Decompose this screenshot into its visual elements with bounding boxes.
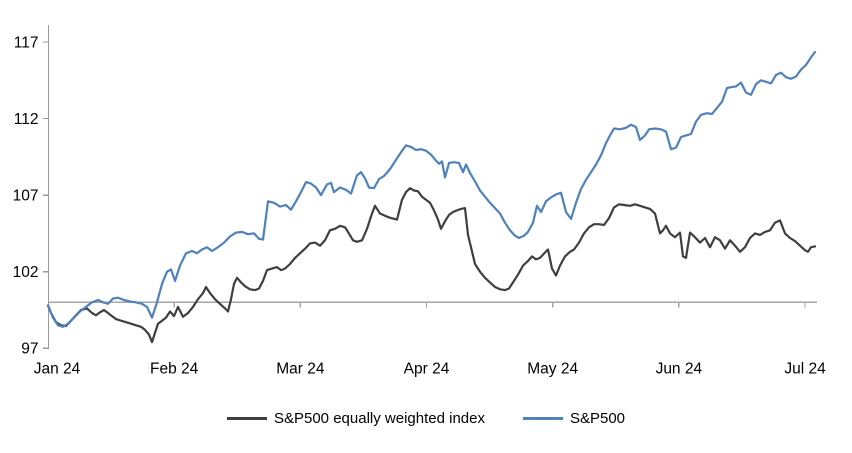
legend: S&P500 equally weighted index S&P500	[0, 410, 852, 427]
x-axis-tick-label: Apr 24	[404, 361, 450, 378]
y-axis-tick-label: 97	[21, 341, 38, 358]
line-sp500-equal-weight	[46, 187, 817, 344]
legend-line-swatch-dark	[226, 417, 267, 420]
legend-item-equal-weight: S&P500 equally weighted index	[226, 410, 485, 427]
y-axis-tick-label: 102	[13, 264, 39, 281]
legend-label-equal-weight: S&P500 equally weighted index	[273, 410, 485, 427]
x-axis-tick-label: Feb 24	[150, 361, 199, 378]
x-axis-tick-label: Jun 24	[656, 361, 703, 378]
x-axis-tick-label: Mar 24	[276, 361, 325, 378]
y-axis-tick-label: 117	[14, 35, 39, 52]
x-axis-tick-label: Jul 24	[784, 361, 826, 378]
legend-item-sp500: S&P500	[522, 410, 626, 427]
chart-axes: 97 102 107 112 117 Jan 24 Feb 24 Mar 24 Apr 24 Ma…	[13, 25, 826, 378]
x-axis-tick-label: Jan 24	[34, 361, 81, 378]
legend-line-swatch-blue	[522, 417, 563, 420]
x-axis-tick-label: May 24	[527, 361, 578, 378]
legend-label-sp500: S&P500	[569, 410, 626, 427]
y-axis-tick-label: 107	[13, 188, 39, 205]
y-axis-tick-label: 112	[14, 111, 39, 128]
line-sp500	[46, 50, 817, 328]
chart-series	[46, 50, 817, 344]
